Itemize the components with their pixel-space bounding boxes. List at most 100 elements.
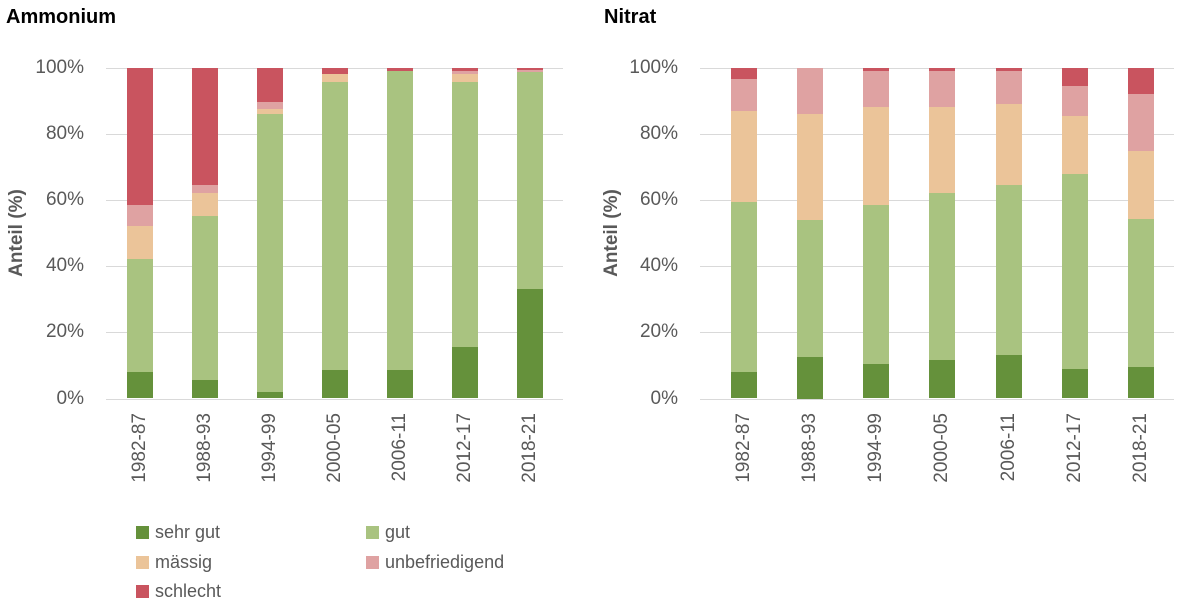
bar-segment-unbefriedigend [257, 102, 284, 109]
y-axis-tick-label: 0% [56, 387, 84, 409]
y-axis-title-nitrat: Anteil (%) [601, 189, 622, 277]
gridline [106, 398, 563, 400]
y-axis-tick-label: 40% [45, 255, 84, 277]
bar-segment-gut [863, 204, 890, 364]
bar-segment-gut [929, 193, 956, 361]
bar-segment-gut [796, 219, 823, 358]
bar-segment-gut [1061, 174, 1088, 369]
y-axis-tick-label: 20% [45, 321, 84, 343]
y-axis-tick-label: 60% [45, 188, 84, 210]
bar-segment-sehr-gut [929, 360, 956, 399]
x-axis-category-label: 2000-05 [931, 413, 953, 483]
legend-color-swatch [366, 526, 379, 539]
bar-segment-schlecht [451, 67, 478, 71]
bar-segment-gut [995, 185, 1022, 356]
bar-segment-schlecht [127, 67, 154, 205]
bar-segment-schlecht [516, 67, 543, 70]
bar-segment-sehr-gut [451, 347, 478, 399]
bar-segment-unbefriedigend [929, 70, 956, 108]
bar-segment-sehr-gut [863, 363, 890, 399]
y-axis-tick-label: 80% [639, 122, 678, 144]
legend-color-swatch [136, 585, 149, 598]
x-axis-category-label: 1982-87 [129, 413, 151, 483]
bar-segment-sehr-gut [730, 372, 757, 399]
legend-label: schlecht [155, 581, 222, 601]
bar-segment-unbefriedigend [730, 79, 757, 111]
bar-segment-mässig [322, 74, 348, 83]
legend-item-sehr-gut: sehr gut [136, 523, 220, 542]
bar-segment-schlecht [929, 67, 956, 71]
bar-segment-unbefriedigend [863, 70, 890, 108]
bar-segment-mässig [730, 110, 757, 202]
legend-item-unbefriedigend: unbefriedigend [366, 551, 505, 572]
bar-segment-sehr-gut [516, 289, 543, 399]
bar-segment-mässig [796, 113, 823, 220]
bar-segment-gut [451, 82, 478, 348]
legend-item-mässig: mässig [136, 551, 213, 572]
y-axis-tick-label: 0% [650, 387, 678, 409]
bar-segment-schlecht [1127, 67, 1154, 95]
bar-segment-sehr-gut [386, 370, 413, 399]
x-axis-category-label: 2018-21 [518, 413, 540, 483]
bar-segment-schlecht [730, 67, 757, 80]
bar-segment-mässig [451, 74, 478, 83]
bar-segment-schlecht [322, 67, 348, 75]
y-axis-tick-label: 40% [639, 255, 678, 277]
chart-title-nitrat: Nitrat [604, 6, 657, 28]
bar-segment-sehr-gut [796, 357, 823, 399]
bar-segment-gut [730, 201, 757, 372]
legend-label: unbefriedigend [385, 551, 505, 572]
x-axis-category-label: 2012-17 [1063, 413, 1085, 483]
bar-segment-schlecht [257, 67, 284, 103]
y-axis-tick-label: 100% [629, 56, 678, 78]
bar-segment-sehr-gut [1127, 367, 1154, 399]
x-axis-category-label: 2006-11 [997, 413, 1019, 482]
bar-segment-sehr-gut [127, 372, 154, 399]
bar-segment-gut [386, 70, 413, 371]
x-axis-category-label: 2012-17 [453, 413, 475, 483]
legend-label: gut [385, 522, 411, 542]
bar-segment-unbefriedigend [1061, 85, 1088, 117]
x-axis-category-label: 1988-93 [194, 413, 216, 483]
bar-segment-unbefriedigend [516, 69, 543, 73]
bar-segment-unbefriedigend [451, 70, 478, 75]
y-axis-tick-label: 100% [35, 56, 84, 78]
legend-item-gut: gut [366, 523, 410, 542]
x-axis-category-label: 2006-11 [388, 413, 410, 482]
bar-segment-mässig [1061, 116, 1088, 175]
bar-segment-sehr-gut [322, 370, 348, 399]
bar-segment-schlecht [995, 67, 1022, 72]
bar-segment-unbefriedigend [127, 204, 154, 227]
x-axis-category-label: 1994-99 [865, 413, 887, 483]
y-axis-tick-label: 20% [639, 321, 678, 343]
x-axis-category-label: 2000-05 [324, 413, 345, 483]
bar-segment-schlecht [386, 67, 413, 71]
bar-segment-unbefriedigend [995, 71, 1022, 104]
bar-segment-schlecht [863, 67, 890, 71]
legend-item-schlecht: schlecht [136, 582, 221, 601]
x-axis-category-label: 1982-87 [732, 413, 754, 483]
bar-segment-mässig [929, 107, 956, 194]
legend-color-swatch [136, 555, 149, 569]
bar-segment-mässig [192, 193, 219, 217]
y-axis-title-ammonium: Anteil (%) [6, 189, 27, 277]
bar-segment-schlecht [1061, 67, 1088, 86]
chart-title-ammonium: Ammonium [6, 6, 116, 28]
x-axis-category-label: 1988-93 [798, 413, 820, 483]
legend-color-swatch [366, 555, 379, 569]
x-axis-category-label: 2018-21 [1129, 413, 1151, 483]
bar-segment-gut [322, 82, 348, 371]
legend-label: mässig [155, 551, 213, 572]
bar-segment-sehr-gut [192, 380, 219, 399]
bar-segment-sehr-gut [257, 391, 284, 399]
bar-segment-sehr-gut [1061, 368, 1088, 399]
bar-segment-mässig [863, 107, 890, 205]
bar-segment-unbefriedigend [192, 185, 219, 194]
bar-segment-mässig [127, 226, 154, 260]
bar-segment-mässig [995, 103, 1022, 185]
bar-segment-gut [257, 113, 284, 392]
bar-segment-schlecht [192, 67, 219, 185]
bar-segment-gut [127, 259, 154, 372]
bar-segment-gut [192, 216, 219, 381]
bar-segment-unbefriedigend [796, 67, 823, 114]
